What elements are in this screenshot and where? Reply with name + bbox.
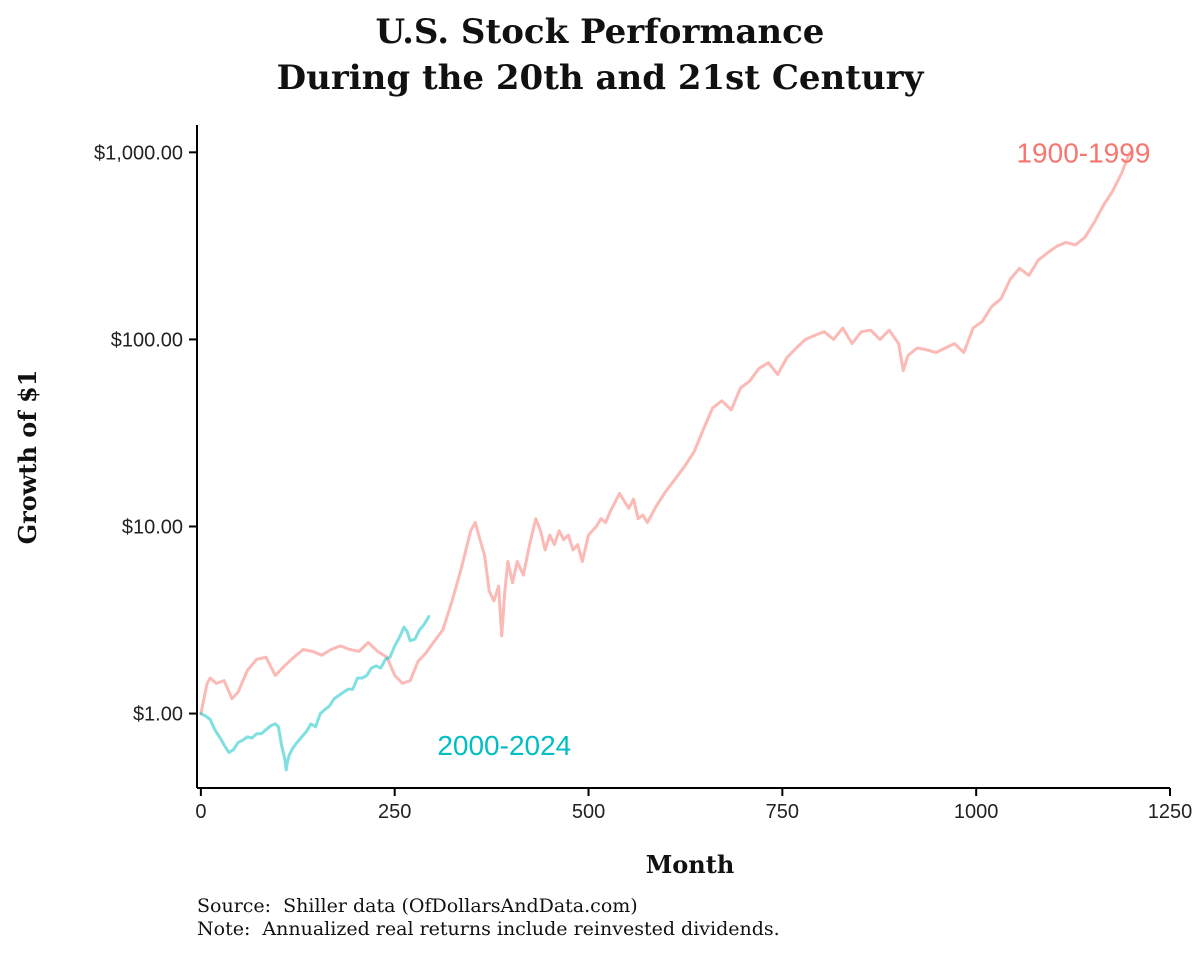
y-tick-label: $100.00 [111, 329, 183, 351]
x-axis-title: Month [646, 850, 735, 879]
x-tick-label: 500 [572, 801, 605, 823]
y-tick-label: $1,000.00 [94, 142, 183, 164]
y-axis-ticks: $1.00 $10.00 $100.00 $1,000.00 [94, 142, 197, 726]
x-axis-ticks: 0 250 500 750 1000 1250 [195, 788, 1192, 823]
x-tick-label: 250 [378, 801, 411, 823]
x-tick-label: 1250 [1148, 801, 1193, 823]
chart-title-line-2: During the 20th and 21st Century [276, 58, 924, 98]
y-axis-title: Growth of $1 [13, 370, 42, 545]
series-label-1900-1999: 1900-1999 [1016, 137, 1150, 168]
returns-note: Note: Annualized real returns include re… [197, 918, 780, 940]
series-label-2000-2024: 2000-2024 [437, 730, 571, 761]
chart-title-line-1: U.S. Stock Performance [375, 12, 825, 52]
x-tick-label: 0 [195, 801, 206, 823]
series-layer [199, 150, 1132, 772]
series-line-2000-2024 [199, 615, 431, 772]
y-tick-label: $10.00 [122, 516, 183, 538]
series-label-layer: 1900-1999 2000-2024 [437, 137, 1150, 761]
y-tick-label: $1.00 [133, 704, 183, 726]
source-note: Source: Shiller data (OfDollarsAndData.c… [197, 895, 638, 917]
x-tick-label: 1000 [954, 801, 999, 823]
x-tick-label: 750 [766, 801, 799, 823]
series-line-1900-1999 [199, 150, 1132, 716]
